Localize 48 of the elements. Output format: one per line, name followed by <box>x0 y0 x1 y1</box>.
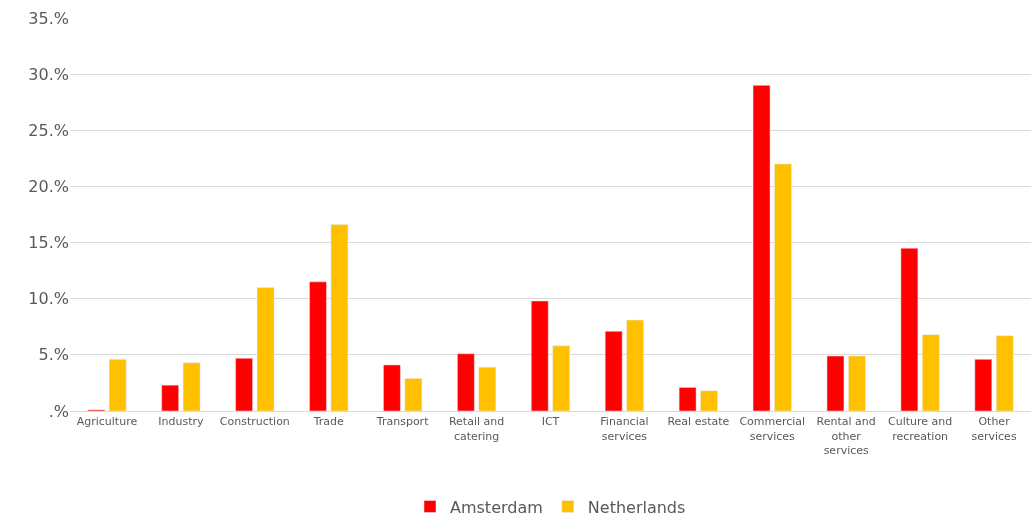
bar <box>552 345 570 411</box>
bar <box>383 364 401 411</box>
y-tick-label: 35.% <box>28 8 69 28</box>
bar <box>531 300 549 411</box>
x-tick-label: Industry <box>158 415 204 429</box>
y-tick-label: 10.% <box>28 289 69 309</box>
y-tick-label: .% <box>48 401 69 421</box>
x-tick-label: Financial services <box>600 415 649 443</box>
bar <box>826 355 845 411</box>
bar <box>256 287 275 411</box>
bar <box>309 281 327 411</box>
x-tick-label: Culture and recreation <box>888 415 953 443</box>
x-tick-label: Other services <box>971 415 1017 443</box>
y-tick-label: 5.% <box>38 345 69 365</box>
bar <box>604 331 623 411</box>
y-tick-label: 20.% <box>28 177 69 197</box>
y-tick-label: 15.% <box>28 233 69 253</box>
x-tick-label: Transport <box>375 415 430 429</box>
bar <box>235 357 253 411</box>
bar <box>182 362 201 411</box>
bar <box>700 390 718 411</box>
x-tick-label: ICT <box>541 415 560 429</box>
legend-label: Amsterdam <box>450 497 543 517</box>
x-tick-label: Rental and other services <box>816 415 876 457</box>
bar <box>626 319 644 411</box>
bar <box>108 359 127 411</box>
bar <box>161 384 179 411</box>
x-tick-label: Real estate <box>667 415 730 429</box>
bar <box>922 334 940 411</box>
bar <box>457 353 475 411</box>
bar <box>900 247 919 411</box>
y-tick-label: 30.% <box>28 64 69 84</box>
bar <box>848 355 866 411</box>
legend-label: Netherlands <box>587 497 686 517</box>
bar <box>330 224 349 411</box>
bar <box>678 387 697 411</box>
x-tick-label: Trade <box>312 415 345 429</box>
bar <box>996 335 1014 411</box>
x-tick-label: Commercial services <box>739 415 806 443</box>
x-tick-label: Agriculture <box>76 415 138 429</box>
x-tick-label: Retail and catering <box>448 415 505 443</box>
bar <box>974 359 993 411</box>
y-tick-label: 25.% <box>28 120 69 140</box>
bar <box>478 366 497 411</box>
x-tick-label: Construction <box>219 415 290 429</box>
bar <box>774 163 792 411</box>
bar <box>404 378 423 411</box>
bar <box>752 85 771 411</box>
